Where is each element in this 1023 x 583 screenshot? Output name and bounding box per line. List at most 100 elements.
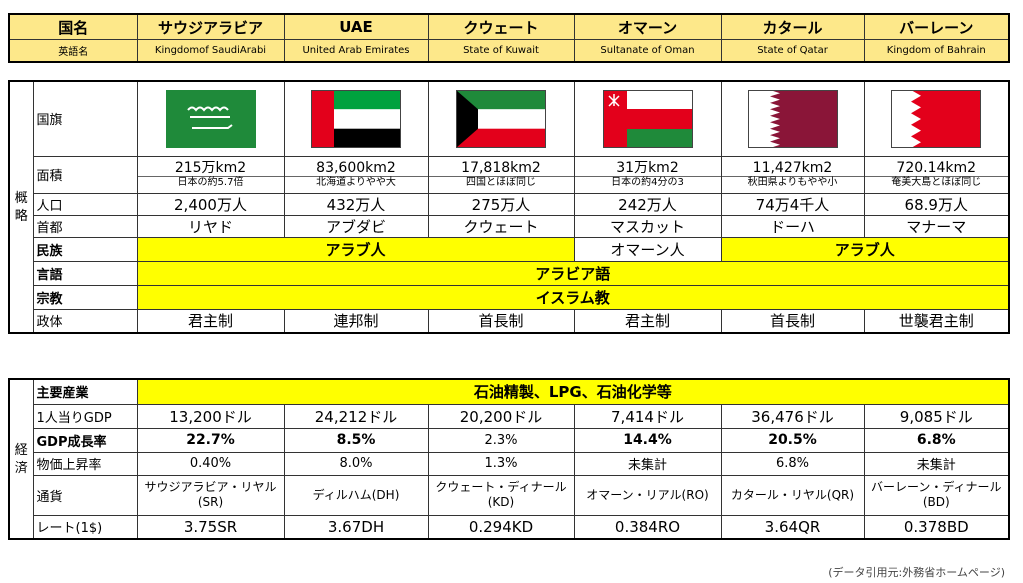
ethnicity-value: アラブ人 (136, 236, 575, 262)
gdp-value: 20,200ドル (427, 403, 575, 429)
gdp-value: 9,085ドル (863, 403, 1010, 429)
area-note: 日本の約5.7倍 (138, 176, 283, 189)
country-name: クウェート (427, 13, 575, 40)
area-note: 日本の約4分の3 (575, 176, 720, 189)
area-value: 17,818km2 (461, 160, 541, 176)
religion-row: 宗教 イスラム教 (9, 284, 1010, 310)
population-row: 人口 2,400万人 432万人 275万人 242万人 74万4千人 68.9… (9, 192, 1010, 216)
government-value: 首長制 (427, 308, 575, 334)
growth-label: GDP成長率 (32, 427, 138, 453)
inflation-row: 物価上昇率 0.40% 8.0% 1.3% 未集計 6.8% 未集計 (9, 451, 1010, 476)
area-cell: 83,600km2 北海道よりやや大 (283, 155, 429, 194)
area-label: 面積 (32, 155, 138, 194)
growth-value: 22.7% (136, 427, 285, 453)
inflation-label: 物価上昇率 (32, 451, 138, 476)
currency-value: ディルハム(DH) (283, 474, 429, 516)
overview-table: 概 略 国旗 (8, 80, 1010, 334)
industry-label: 主要産業 (32, 378, 138, 405)
capital-label: 首都 (32, 214, 138, 238)
ethnicity-row: 民族 アラブ人 オマーン人 アラブ人 (9, 236, 1010, 262)
rate-label: レート(1$) (32, 514, 138, 540)
english-name: State of Qatar (720, 39, 865, 63)
flag-cell (136, 80, 285, 157)
country-name-row: 国名 サウジアラビア UAE クウェート オマーン カタール バーレーン (8, 13, 1010, 40)
flag-row: 概 略 国旗 (8, 80, 1010, 334)
currency-value: サウジアラビア・リヤル(SR) (136, 474, 285, 516)
economy-section-label: 経 済 (8, 378, 34, 540)
rate-value: 3.75SR (136, 514, 285, 540)
gdp-value: 13,200ドル (136, 403, 285, 429)
rate-row: レート(1$) 3.75SR 3.67DH 0.294KD 0.384RO 3.… (9, 514, 1010, 540)
area-row: 面積 215万km2 日本の約5.7倍 83,600km2 北海道よりやや大 17,… (9, 155, 1010, 194)
capital-value: クウェート (427, 214, 575, 238)
language-label: 言語 (32, 260, 138, 286)
english-name: Sultanate of Oman (573, 39, 722, 63)
area-value: 83,600km2 (316, 160, 396, 176)
religion-value: イスラム教 (136, 284, 1010, 310)
rate-value: 3.67DH (283, 514, 429, 540)
gdp-value: 7,414ドル (573, 403, 722, 429)
header-table: 国名 サウジアラビア UAE クウェート オマーン カタール バーレーン 英語名… (8, 13, 1010, 63)
rate-value: 0.294KD (427, 514, 575, 540)
inflation-value: 1.3% (427, 451, 575, 476)
area-cell: 31万km2 日本の約4分の3 (573, 155, 722, 194)
ethnicity-label: 民族 (32, 236, 138, 262)
population-value: 74万4千人 (720, 192, 865, 216)
growth-value: 2.3% (427, 427, 575, 453)
inflation-value: 未集計 (863, 451, 1010, 476)
government-row: 政体 君主制 連邦制 首長制 君主制 首長制 世襲君主制 (9, 308, 1010, 334)
industry-value: 石油精製、LPG、石油化学等 (136, 378, 1010, 405)
oman-flag-icon (602, 89, 693, 148)
bahrain-flag-icon (891, 89, 982, 148)
capital-value: ドーハ (720, 214, 865, 238)
economy-label-char: 済 (14, 461, 28, 476)
government-value: 首長制 (720, 308, 865, 334)
language-value: アラビア語 (136, 260, 1010, 286)
capital-value: アブダビ (283, 214, 429, 238)
population-value: 275万人 (427, 192, 575, 216)
population-value: 242万人 (573, 192, 722, 216)
country-name: UAE (283, 13, 429, 40)
currency-row: 通貨 サウジアラビア・リヤル(SR) ディルハム(DH) クウェート・ディナール… (9, 474, 1010, 516)
religion-label: 宗教 (32, 284, 138, 310)
rate-value: 3.64QR (720, 514, 865, 540)
area-value: 11,427km2 (752, 160, 833, 176)
source-note: (データ引用元:外務省ホームページ) (828, 566, 1005, 579)
english-name: United Arab Emirates (283, 39, 429, 63)
economy-table: 経 済 主要産業 石油精製、LPG、石油化学等 1人当りGDP 13,200ドル… (8, 378, 1011, 540)
gdp-value: 24,212ドル (283, 403, 429, 429)
capital-row: 首都 リヤド アブダビ クウェート マスカット ドーハ マナーマ (9, 214, 1010, 238)
uae-flag-icon (311, 89, 401, 148)
area-value: 720.14km2 (896, 160, 977, 176)
capital-value: マナーマ (863, 214, 1010, 238)
qatar-flag-icon (747, 89, 838, 148)
ethnicity-value-oman: オマーン人 (573, 236, 722, 262)
government-label: 政体 (32, 308, 138, 334)
population-value: 432万人 (283, 192, 429, 216)
area-note: 四国とほぼ同じ (429, 176, 573, 189)
capital-value: リヤド (136, 214, 285, 238)
growth-value: 8.5% (283, 427, 429, 453)
government-value: 君主制 (136, 308, 285, 334)
area-note: 秋田県よりもやや小 (722, 176, 863, 189)
industry-row: 経 済 主要産業 石油精製、LPG、石油化学等 (8, 378, 1010, 540)
english-name: Kingdom of Bahrain (863, 39, 1010, 63)
overview-label-char: 略 (14, 209, 28, 224)
currency-label: 通貨 (32, 474, 138, 516)
growth-value: 6.8% (863, 427, 1010, 453)
country-name: カタール (720, 13, 865, 40)
flag-cell (283, 80, 429, 157)
overview-section-label: 概 略 (8, 80, 34, 334)
overview-label-char: 概 (14, 191, 28, 206)
flag-cell (573, 80, 722, 157)
english-name-row: 英語名 Kingdomof SaudiArabi United Arab Emi… (8, 39, 1010, 63)
government-value: 君主制 (573, 308, 722, 334)
inflation-value: 未集計 (573, 451, 722, 476)
kuwait-flag-icon (456, 89, 546, 148)
capital-value: マスカット (573, 214, 722, 238)
flag-cell (427, 80, 575, 157)
ethnicity-value: アラブ人 (720, 236, 1010, 262)
currency-value: クウェート・ディナール(KD) (427, 474, 575, 516)
inflation-value: 6.8% (720, 451, 865, 476)
inflation-value: 0.40% (136, 451, 285, 476)
